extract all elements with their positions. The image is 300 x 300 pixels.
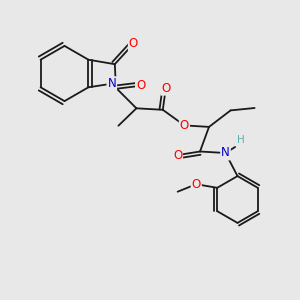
Text: O: O [136,79,145,92]
Text: N: N [221,146,230,160]
Text: O: O [180,119,189,132]
Text: N: N [107,77,116,90]
Text: H: H [237,135,245,146]
Text: O: O [161,82,170,95]
Text: O: O [129,37,138,50]
Text: O: O [192,178,201,191]
Text: O: O [173,148,182,162]
